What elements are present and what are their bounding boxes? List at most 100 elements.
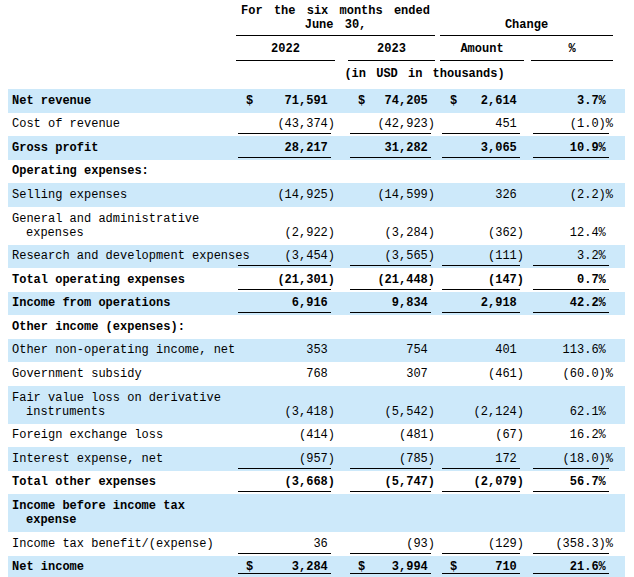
cell-2022: $3,284) [236, 556, 335, 577]
table-row: General and administrativeexpenses (2,92… [8, 207, 625, 245]
cell-value: 10.9%) [570, 141, 613, 155]
cell-2022 [236, 494, 335, 532]
table-header-groups: For the six months ended June 30, Change [8, 4, 625, 36]
cell-value: (362) [488, 226, 524, 240]
cell-2023: (93) [348, 532, 435, 556]
cell-change-percent [531, 315, 613, 339]
row-label-line: Income from operations [12, 296, 236, 310]
cell-value: (60.0)% [563, 367, 613, 381]
cell-2023: (14,599) [348, 183, 435, 207]
cell-2023 [348, 160, 435, 184]
cell-2023: 754) [348, 339, 435, 363]
cell-2023: (42,923) [348, 113, 435, 137]
table-column-headers: 2022 2023 Amount % [8, 42, 625, 61]
cell-change-percent: 10.9%) [531, 136, 613, 160]
row-label: Income before income taxexpense [8, 494, 236, 532]
cell-2023: 31,282) [348, 136, 435, 160]
cell-value: (785) [399, 452, 435, 466]
cell-2022: (414) [236, 424, 335, 448]
table-row: Gross profit 28,217) 31,282) 3,065) 10.9… [8, 136, 625, 160]
row-label-line: Research and development expenses [12, 249, 236, 263]
cell-change-percent: (1.0)% [531, 113, 613, 137]
cell-value: (2,922) [285, 226, 335, 240]
currency-symbol: $ [440, 560, 457, 574]
row-label: General and administrativeexpenses [8, 207, 236, 245]
cell-value: (21,448) [377, 273, 435, 287]
row-label-line: expenses [12, 226, 236, 240]
cell-2023: 9,834) [348, 292, 435, 316]
row-label: Research and development expenses [8, 245, 236, 269]
currency-symbol: $ [348, 94, 365, 108]
cell-value: 3,284) [292, 560, 335, 574]
cell-value: 62.1%) [570, 405, 613, 419]
cell-value: 2,614) [481, 94, 524, 108]
cell-value: 12.4%) [570, 226, 613, 240]
cell-change-percent: 0.7%) [531, 268, 613, 292]
cell-change-amount: (111) [440, 245, 524, 269]
row-label-line: Other income (expenses): [12, 320, 236, 334]
cell-value: (358.3)% [555, 537, 613, 551]
cell-change-amount: (129) [440, 532, 524, 556]
cell-value: 113.6%) [563, 343, 613, 357]
cell-value: 326) [495, 188, 524, 202]
cell-change-percent: 113.6%) [531, 339, 613, 363]
column-header-2023: 2023 [348, 42, 435, 61]
cell-change-amount: (67) [440, 424, 524, 448]
table-row: Total other expenses (3,668) (5,747) (2,… [8, 471, 625, 495]
column-header-amount: Amount [440, 42, 524, 61]
income-statement-table: For the six months ended June 30, Change… [8, 0, 625, 577]
row-label-line: Income tax benefit/(expense) [12, 537, 236, 551]
cell-value: 56.7%) [570, 475, 613, 489]
table-row: Other income (expenses): [8, 315, 625, 339]
cell-change-percent: 21.6%) [531, 556, 613, 577]
cell-value: 768) [306, 367, 335, 381]
cell-2023: (3,284) [348, 207, 435, 245]
cell-value: (2.2)% [570, 188, 613, 202]
cell-change-percent [531, 494, 613, 532]
row-label: Government subsidy [8, 362, 236, 386]
row-label: Interest expense, net [8, 447, 236, 471]
cell-change-percent: 12.4%) [531, 207, 613, 245]
cell-change-percent: (2.2)% [531, 183, 613, 207]
cell-value: 710) [495, 560, 524, 574]
row-label: Other non-operating income, net [8, 339, 236, 363]
table-body: Net revenue $71,591) $74,205) $2,614) 3.… [8, 89, 625, 577]
cell-2022: 28,217) [236, 136, 335, 160]
cell-value: 6,916) [292, 296, 335, 310]
cell-value: 0.7%) [577, 273, 613, 287]
cell-2022: 353) [236, 339, 335, 363]
cell-value: 754) [406, 343, 435, 357]
cell-change-percent: 3.7%) [531, 89, 613, 113]
currency-symbol: $ [236, 560, 253, 574]
cell-value: (461) [488, 367, 524, 381]
cell-change-amount: (2,124) [440, 386, 524, 424]
cell-2023: (3,565) [348, 245, 435, 269]
cell-value: 36) [313, 537, 335, 551]
row-label-line: Gross profit [12, 141, 236, 155]
row-label-line: Operating expenses: [12, 164, 236, 178]
cell-change-amount [440, 315, 524, 339]
cell-2023: $3,994) [348, 556, 435, 577]
cell-value: 3.2%) [577, 249, 613, 263]
row-label: Foreign exchange loss [8, 424, 236, 448]
cell-value: 2,918) [481, 296, 524, 310]
row-label-line: Net income [12, 560, 236, 574]
cell-value: 21.6%) [570, 560, 613, 574]
cell-change-amount: 326) [440, 183, 524, 207]
cell-value: 42.2%) [570, 296, 613, 310]
cell-2023 [348, 315, 435, 339]
cell-change-amount [440, 160, 524, 184]
table-row: Cost of revenue (43,374) (42,923) 451) (… [8, 113, 625, 137]
row-label-line: Total other expenses [12, 475, 236, 489]
row-label: Total other expenses [8, 471, 236, 495]
row-label: Fair value loss on derivativeinstruments [8, 386, 236, 424]
cell-value: (93) [406, 537, 435, 551]
cell-value: (18.0)% [563, 452, 613, 466]
cell-value: 28,217) [285, 141, 335, 155]
row-label: Operating expenses: [8, 160, 236, 184]
cell-change-percent: 56.7%) [531, 471, 613, 495]
row-label: Cost of revenue [8, 113, 236, 137]
cell-value: (43,374) [277, 117, 335, 131]
table-row: Operating expenses: [8, 160, 625, 184]
row-label: Selling expenses [8, 183, 236, 207]
